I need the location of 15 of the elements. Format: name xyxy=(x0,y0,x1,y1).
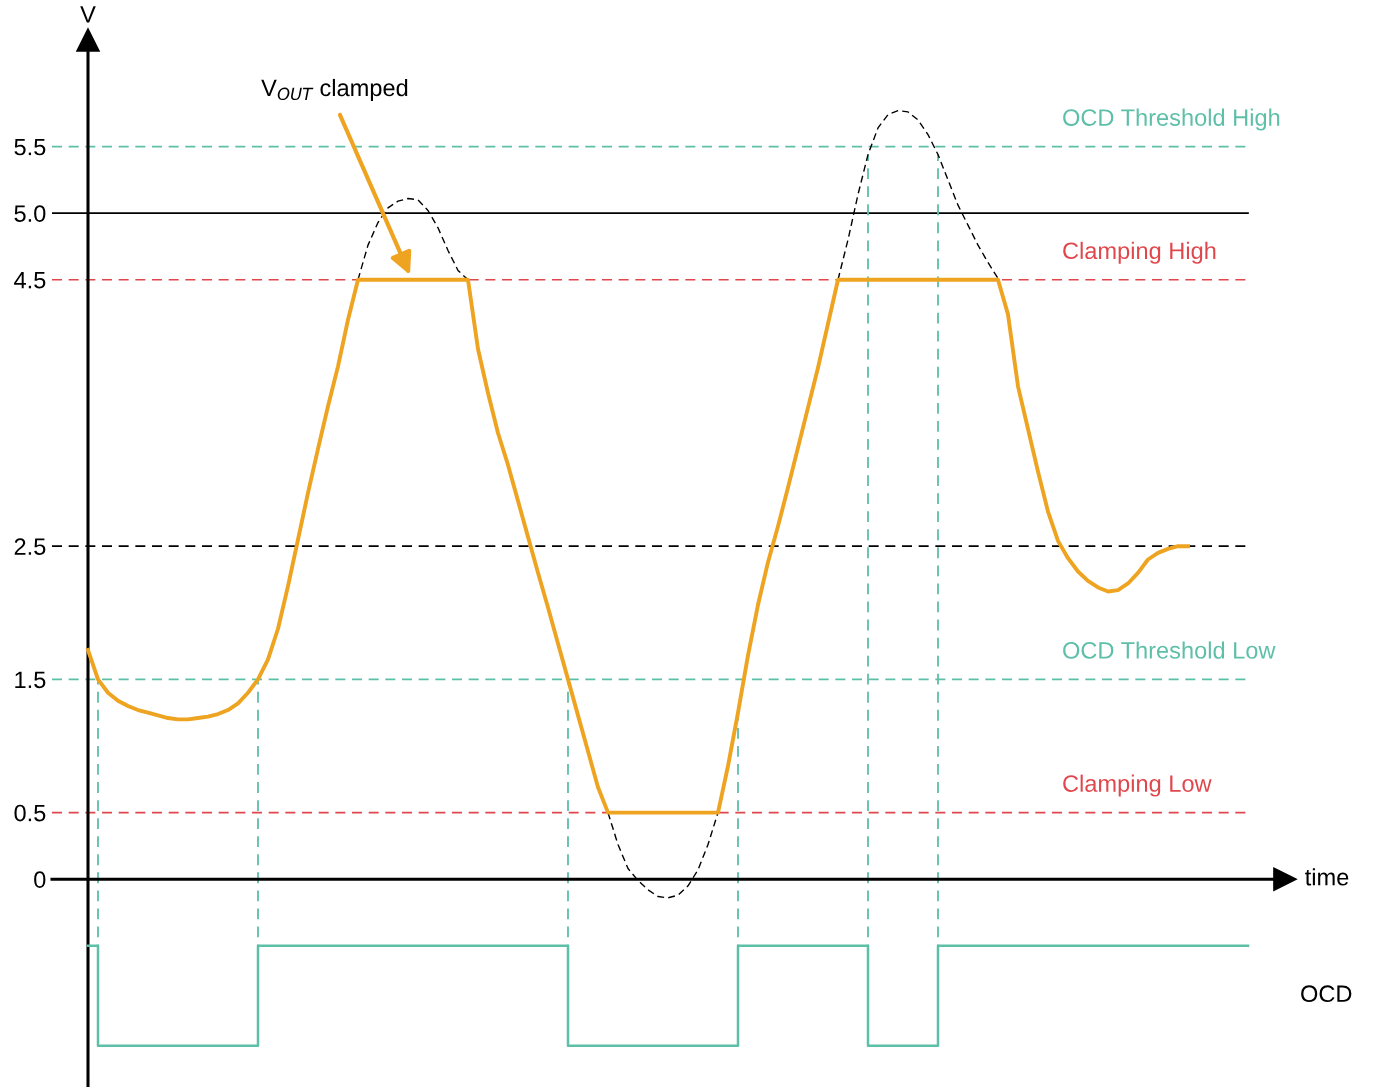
y-tick-label: 2.5 xyxy=(14,538,46,555)
ref-line-label: OCD Threshold Low xyxy=(1063,641,1276,659)
y-tick-label: 5.5 xyxy=(14,138,46,156)
y-tick-label: 0 xyxy=(34,871,46,888)
y-axis-title: V xyxy=(80,6,96,23)
y-tick-label: 1.5 xyxy=(15,671,46,689)
annotation: V$_{OUT}$ clamped xyxy=(261,78,408,101)
text: OCD xyxy=(1301,985,1352,1003)
y-tick-label: 5.0 xyxy=(14,205,46,222)
ref-line-label: Clamping Low xyxy=(1063,774,1212,797)
y-tick-label: 4.5 xyxy=(14,272,46,289)
x-axis-title: time xyxy=(1305,868,1349,886)
y-tick-label: 0.5 xyxy=(14,804,46,822)
ref-line-label: Clamping High xyxy=(1063,241,1216,264)
ref-line-label: OCD Threshold High xyxy=(1063,108,1280,131)
